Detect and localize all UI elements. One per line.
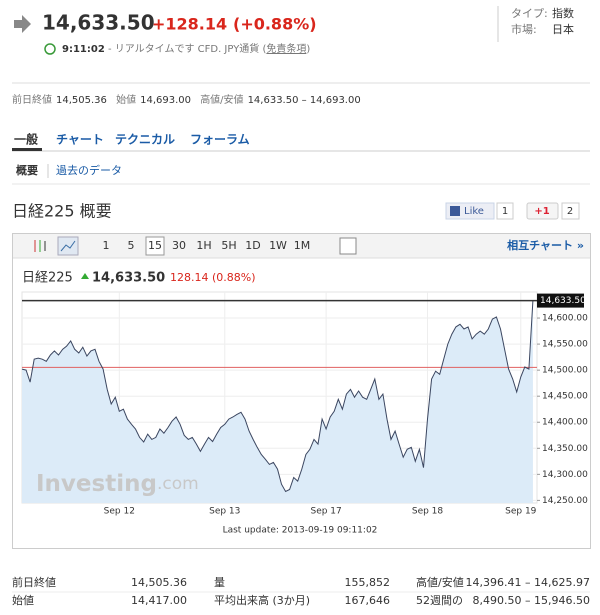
line-icon-glyph: [60, 240, 76, 252]
watermark-suffix: .com: [157, 474, 199, 494]
interval-active: [145, 236, 165, 256]
stat-label: 前日終値: [12, 575, 56, 589]
watermark-main: Investing: [36, 471, 157, 497]
area: [22, 300, 533, 503]
interval[interactable]: 1: [103, 239, 110, 252]
like-button[interactable]: Like: [445, 202, 495, 220]
stat-label: 52週間の: [416, 594, 463, 607]
x-tick-label: Sep 17: [310, 507, 341, 517]
interval[interactable]: 30: [172, 239, 186, 252]
stat-value: 14,417.00: [131, 594, 187, 607]
y-tick-label: 14,450.00: [542, 392, 588, 402]
stat-value: 155,852: [345, 576, 391, 589]
stat-label: 高値/安値: [416, 575, 464, 589]
arrow-icon: [14, 15, 31, 33]
subtab[interactable]: 概要: [16, 163, 38, 177]
interval[interactable]: 5: [128, 239, 135, 252]
stat-value: 14,505.36: [131, 576, 187, 589]
like-label: Like: [464, 206, 484, 217]
last-update: Last update: 2013-09-19 09:11:02: [223, 526, 378, 536]
chart-name: 日経225: [22, 271, 73, 286]
candle-icon[interactable]: [34, 240, 46, 252]
subtab[interactable]: 過去のデータ: [56, 163, 122, 177]
interval[interactable]: 1H: [196, 239, 211, 252]
last-label-box: [537, 293, 584, 308]
change: +128.14: [152, 15, 227, 34]
x-tick-label: Sep 18: [412, 507, 444, 517]
clock-icon: [44, 43, 56, 55]
watermark: Investing.com: [36, 471, 199, 497]
y-tick-label: 14,600.00: [542, 314, 588, 324]
y-tick-label: 14,550.00: [542, 340, 588, 350]
tab[interactable]: チャート: [56, 133, 104, 147]
stat-value: 167,646: [345, 594, 391, 607]
chart-change: 128.14 (0.88%): [170, 271, 256, 284]
stat-label: 量: [214, 576, 225, 589]
interval[interactable]: 1M: [294, 239, 311, 252]
summary-label: 始値: [116, 93, 136, 106]
up-icon: [81, 273, 89, 279]
fb-icon: [450, 206, 460, 216]
summary-value: 14,633.50 – 14,693.00: [248, 95, 361, 106]
plus-label: +1: [534, 206, 549, 217]
plus-box: [526, 202, 559, 220]
settings-icon[interactable]: [339, 237, 357, 255]
x-tick-label: Sep 13: [209, 507, 240, 517]
x-tick-label: Sep 12: [104, 507, 135, 517]
last-label: 14,633.50: [540, 296, 586, 306]
toolbar: [13, 234, 590, 258]
y-tick-label: 14,300.00: [542, 470, 588, 480]
time-line: 9:11:02 - リアルタイムです CFD. JPY通貨 (免責条項): [62, 42, 310, 55]
time: 9:11:02: [62, 44, 105, 55]
summary-value: 14,693.00: [140, 95, 191, 106]
paren: ): [306, 44, 310, 55]
tab[interactable]: テクニカル: [115, 133, 175, 147]
x-tick-label: Sep 19: [505, 507, 537, 517]
interval[interactable]: 15: [148, 239, 162, 252]
chart-last: 14,633.50: [92, 271, 165, 286]
type-label: タイプ:: [511, 7, 548, 20]
interval[interactable]: 5H: [221, 239, 236, 252]
section-title: 日経225 概要: [12, 202, 112, 221]
type-value: 指数: [552, 6, 574, 20]
stat-value: 8,490.50 – 15,946.50: [473, 594, 590, 607]
count-box: [496, 202, 514, 220]
plus-count: 2: [567, 206, 573, 217]
disclaimer-link[interactable]: 免責条項: [266, 42, 306, 55]
change-pct: (+0.88%): [233, 15, 317, 34]
summary-label: 前日終値: [12, 93, 52, 106]
y-tick-label: 14,500.00: [542, 366, 588, 376]
interval[interactable]: 1W: [269, 239, 287, 252]
y-tick-label: 14,400.00: [542, 418, 588, 428]
price-line: [21, 300, 534, 493]
compare-link[interactable]: 相互チャート »: [507, 238, 584, 252]
tab[interactable]: 一般: [14, 132, 38, 147]
stat-label: 平均出来高 (3か月): [214, 593, 310, 607]
y-tick-label: 14,350.00: [542, 444, 588, 454]
stat-value: 14,396.41 – 14,625.97: [466, 576, 590, 589]
summary: 前日終値 14,505.36 始値 14,693.00 高値/安値 14,633.50…: [12, 93, 361, 106]
stat-label: 始値: [12, 593, 34, 607]
summary-value: 14,505.36: [56, 95, 107, 106]
market-label: 市場:: [511, 22, 537, 36]
market-value: 日本: [552, 22, 574, 36]
realtime-note: - リアルタイムです CFD. JPY通貨 (: [105, 42, 267, 55]
y-tick-label: 14,250.00: [542, 496, 588, 506]
price: 14,633.50: [42, 11, 155, 35]
like-count: 1: [502, 206, 508, 217]
interval[interactable]: 1D: [245, 239, 260, 252]
tab[interactable]: フォーラム: [190, 133, 250, 147]
count-box: [561, 202, 580, 220]
summary-label: 高値/安値: [200, 93, 243, 106]
tab-underline: [12, 148, 42, 151]
plus-button[interactable]: +1: [526, 202, 559, 220]
